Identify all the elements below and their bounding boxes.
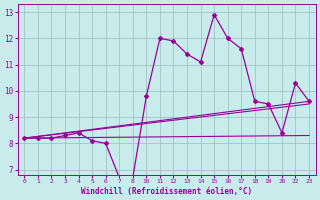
X-axis label: Windchill (Refroidissement éolien,°C): Windchill (Refroidissement éolien,°C) [81, 187, 252, 196]
